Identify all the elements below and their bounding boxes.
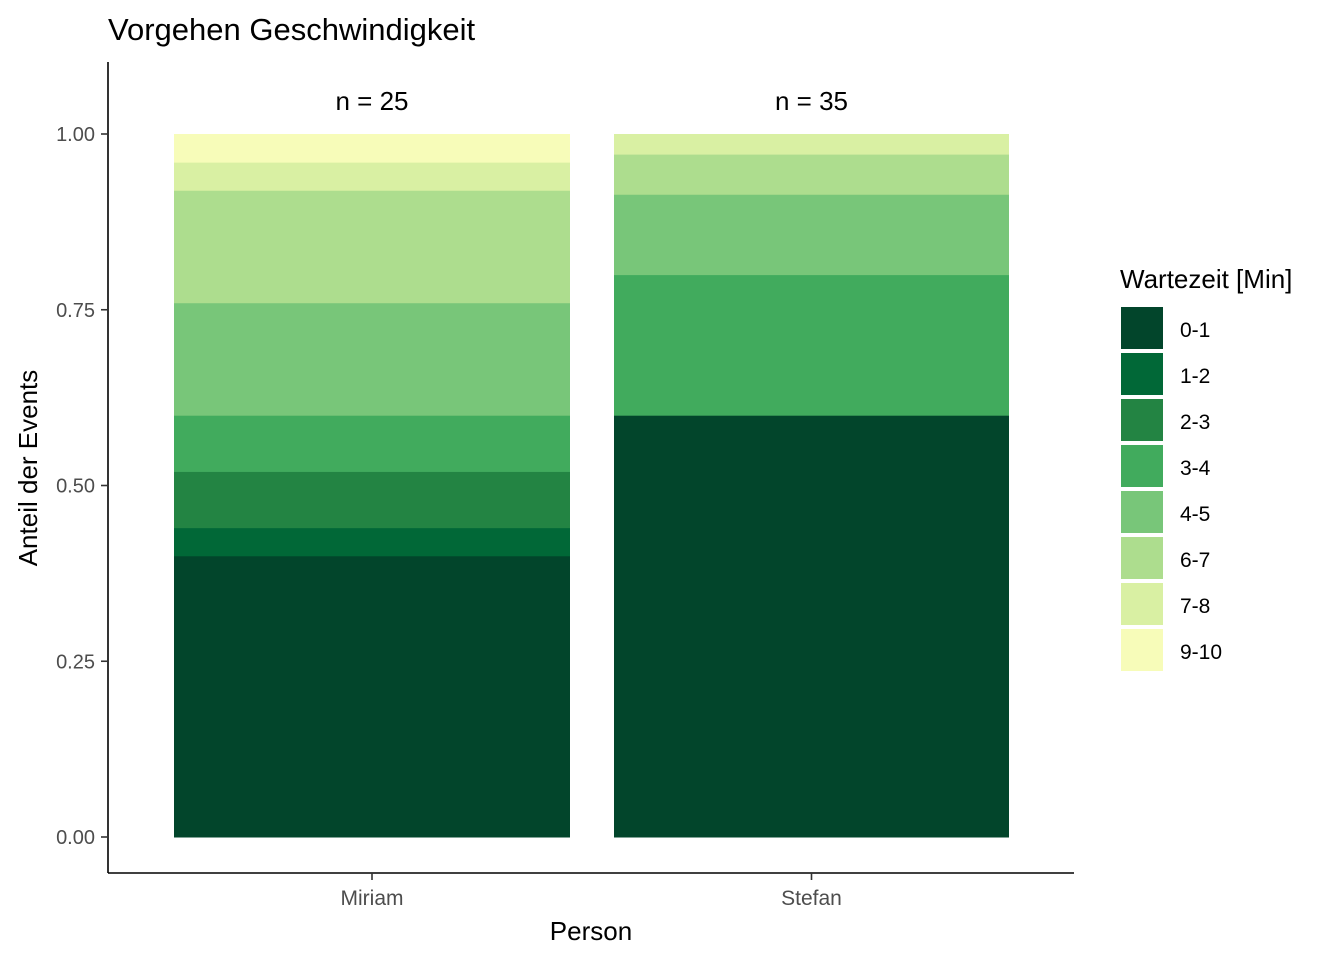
legend-label: 4-5 — [1180, 503, 1210, 526]
legend-swatch — [1121, 399, 1163, 441]
bar-segment-stefan-6-7 — [614, 154, 1009, 195]
legend-swatch — [1121, 629, 1163, 671]
legend-swatch — [1121, 537, 1163, 579]
bar-segment-stefan-3-4 — [614, 274, 1009, 416]
bar-segment-miriam-1-2 — [174, 527, 570, 557]
y-axis-label: Anteil der Events — [13, 370, 43, 567]
legend-title: Wartezeit [Min] — [1120, 264, 1292, 294]
legend-label: 9-10 — [1180, 641, 1222, 664]
legend-label: 6-7 — [1180, 549, 1210, 572]
bar-segment-miriam-2-3 — [174, 471, 570, 529]
legend-label: 0-1 — [1180, 319, 1210, 342]
bar-segment-stefan-4-5 — [614, 194, 1009, 276]
y-tick-label: 0.50 — [56, 476, 95, 498]
legend-label: 1-2 — [1180, 365, 1210, 388]
x-tick-label: Stefan — [781, 887, 842, 910]
legend-items: 0-1 1-2 2-3 3-4 4-5 6-7 7-8 9-10 — [1121, 307, 1222, 671]
bar-segment-miriam-6-7 — [174, 190, 570, 304]
x-axis-label: Person — [550, 916, 632, 946]
legend-swatch — [1121, 491, 1163, 533]
legend: Wartezeit [Min] 0-1 1-2 2-3 3-4 4-5 6-7 7-8 9-1… — [1120, 264, 1292, 671]
y-tick-label: 0.00 — [56, 827, 95, 849]
y-tick-label: 1.00 — [56, 124, 95, 146]
y-tick-label: 0.25 — [56, 651, 95, 673]
bar-segment-miriam-0-1 — [174, 555, 570, 838]
legend-label: 2-3 — [1180, 411, 1210, 434]
legend-swatch — [1121, 307, 1163, 349]
y-axis-ticks: 0.00 0.25 0.50 0.75 1.00 — [56, 124, 108, 849]
bar-segment-stefan-7-8 — [614, 134, 1009, 155]
legend-swatch — [1121, 583, 1163, 625]
chart-title: Vorgehen Geschwindigkeit — [108, 12, 475, 47]
y-tick-label: 0.75 — [56, 300, 95, 322]
bar-annotation: n = 35 — [775, 86, 848, 116]
bar-segment-stefan-0-1 — [614, 415, 1009, 838]
legend-label: 3-4 — [1180, 457, 1211, 480]
x-tick-label: Miriam — [341, 887, 404, 910]
x-axis-ticks: Miriam Stefan — [341, 873, 842, 910]
bar-segment-miriam-7-8 — [174, 162, 570, 191]
bar-segment-miriam-9-10 — [174, 134, 570, 163]
legend-swatch — [1121, 353, 1163, 395]
bars — [174, 134, 1009, 838]
bar-segment-miriam-4-5 — [174, 302, 570, 416]
legend-swatch — [1121, 445, 1163, 487]
bar-annotations: n = 25 n = 35 — [335, 86, 848, 116]
bar-annotation: n = 25 — [335, 86, 408, 116]
bar-segment-miriam-3-4 — [174, 415, 570, 472]
legend-label: 7-8 — [1180, 595, 1210, 618]
